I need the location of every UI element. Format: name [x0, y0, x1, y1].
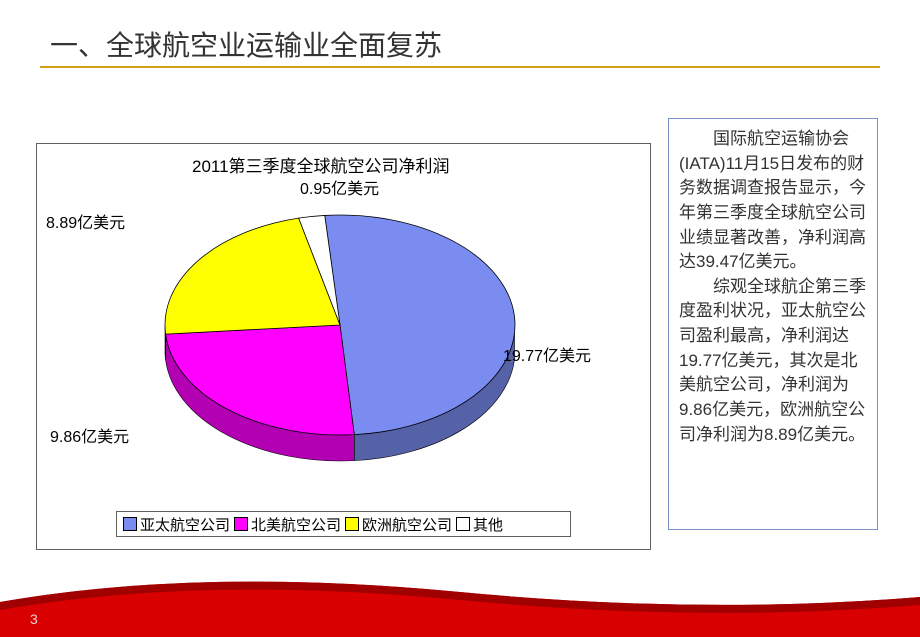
callout-na: 9.86亿美元 — [50, 423, 129, 447]
legend-item: 亚太航空公司 — [123, 514, 230, 535]
chart-title: 2011第三季度全球航空公司净利润 — [192, 152, 450, 177]
paragraph: 综观全球航企第三季度盈利状况，亚太航空公司盈利最高，净利润达19.77亿美元，其… — [679, 275, 867, 447]
legend-swatch — [234, 517, 248, 531]
pie-chart — [100, 185, 560, 485]
page-number: 3 — [30, 611, 38, 627]
decorative-curve — [0, 557, 920, 637]
legend: 亚太航空公司北美航空公司欧洲航空公司其他 — [116, 511, 571, 537]
callout-europe: 8.89亿美元 — [46, 209, 125, 233]
legend-item: 北美航空公司 — [234, 514, 341, 535]
legend-label: 亚太航空公司 — [140, 514, 230, 535]
legend-swatch — [456, 517, 470, 531]
title-underline — [40, 66, 880, 68]
paragraph: 国际航空运输协会(IATA)11月15日发布的财务数据调查报告显示，今年第三季度… — [679, 127, 867, 275]
legend-label: 北美航空公司 — [251, 514, 341, 535]
legend-item: 其他 — [456, 514, 503, 535]
legend-label: 欧洲航空公司 — [362, 514, 452, 535]
legend-swatch — [345, 517, 359, 531]
legend-swatch — [123, 517, 137, 531]
text-panel: 国际航空运输协会(IATA)11月15日发布的财务数据调查报告显示，今年第三季度… — [668, 118, 878, 530]
callout-other: 0.95亿美元 — [300, 175, 379, 199]
slide-title: 一、全球航空业运输业全面复苏 — [50, 24, 442, 64]
legend-item: 欧洲航空公司 — [345, 514, 452, 535]
legend-label: 其他 — [473, 514, 503, 535]
callout-asia: 19.77亿美元 — [503, 342, 591, 366]
